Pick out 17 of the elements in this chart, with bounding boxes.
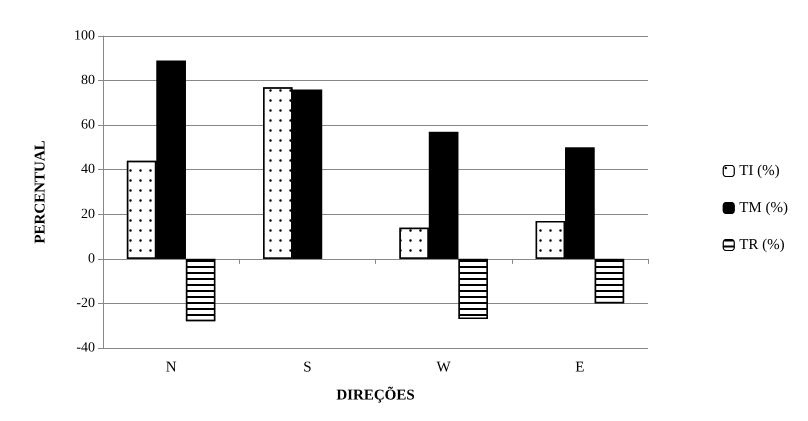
legend-label: TM (%)	[739, 200, 788, 216]
y-tick-label: 0	[88, 251, 95, 266]
x-tick-label: W	[436, 360, 452, 376]
x-tick-label: E	[575, 360, 584, 376]
legend-label: TI (%)	[739, 163, 780, 179]
x-axis-title: DIREÇÕES	[336, 386, 415, 404]
y-tick-label: 80	[81, 73, 95, 88]
y-tick-label: 40	[81, 162, 95, 178]
y-tick-label: 100	[74, 28, 95, 44]
y-axis-title: PERCENTUAL	[32, 140, 48, 244]
y-tick-label: -20	[76, 296, 95, 311]
y-tick-label: -40	[76, 340, 95, 356]
y-tick-label: 60	[81, 118, 95, 133]
legend-label: TR (%)	[739, 237, 785, 253]
x-tick-label: N	[166, 360, 177, 376]
y-tick-label: 20	[81, 206, 95, 222]
x-tick-label: S	[303, 360, 312, 376]
